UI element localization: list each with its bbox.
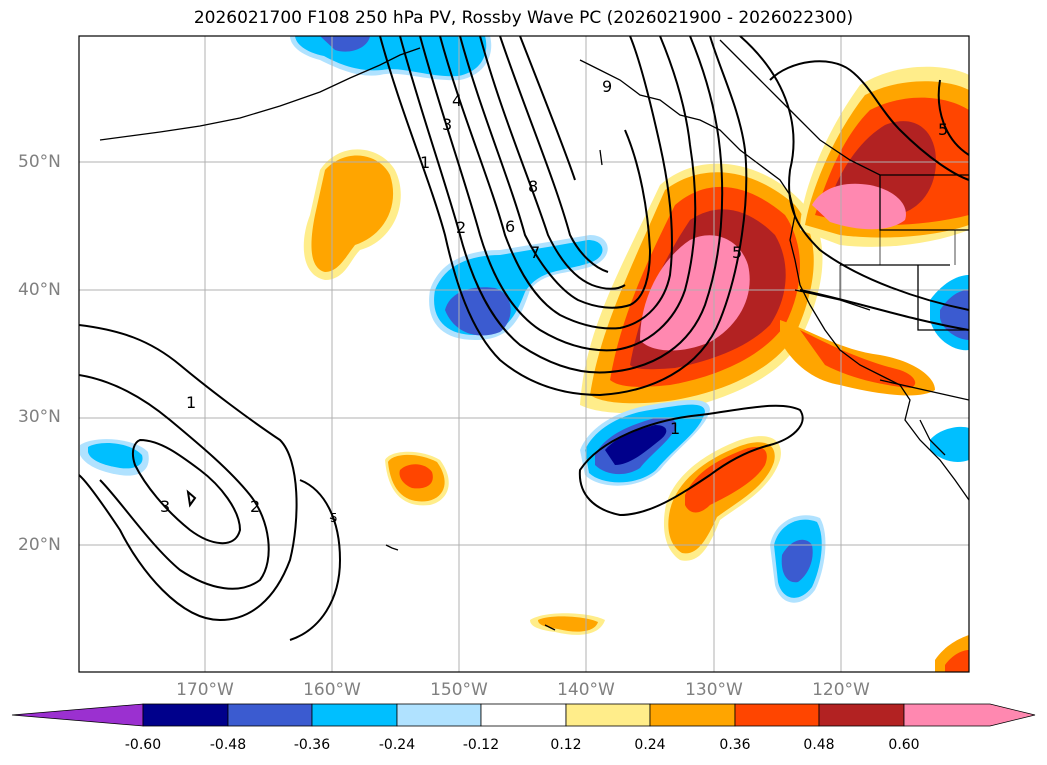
contour-label: 3 [160,497,170,516]
contour-label: 1 [420,153,430,172]
colorbar-tick: 0.24 [634,737,666,753]
lat-label-30n: 30°N [18,407,61,427]
colorbar-extend-high [903,703,1036,727]
contour-label: 5 [732,243,742,262]
contour-label: 8 [528,177,538,196]
colorbar-tick: -0.12 [462,737,500,753]
map-title: 2026021700 F108 250 hPa PV, Rossby Wave … [193,8,854,28]
lon-label-120w: 120°W [812,680,870,700]
pv-anomaly-fill [80,36,969,672]
colorbar-tick: 0.36 [719,737,751,753]
contour-label: 9 [602,77,612,96]
colorbar-tick: 0.48 [803,737,835,753]
pv-contours [79,36,969,641]
lon-label-170w: 170°W [176,680,234,700]
graticule [79,36,969,672]
contour-label: 1 [670,419,680,438]
lat-label-40n: 40°N [18,280,61,300]
political-borders [839,185,956,300]
contour-label: 6 [505,217,515,236]
colorbar-tick: -0.48 [209,737,247,753]
colorbar [11,703,1036,727]
lon-label-130w: 130°W [685,680,743,700]
contour-label: 2 [456,218,466,237]
contour-label: 7 [530,243,540,262]
colorbar-tick: 0.12 [550,737,582,753]
lon-label-140w: 140°W [557,680,615,700]
colorbar-extend-low [11,703,144,727]
lon-label-160w: 160°W [303,680,361,700]
contour-label: 4 [452,91,462,110]
colorbar-tick: -0.60 [124,737,162,753]
contour-label: 3 [442,115,452,134]
colorbar-tick: -0.36 [293,737,331,753]
contour-label: 5 [938,120,948,139]
contour-label: 5 [330,511,338,525]
contour-label: 1 [186,393,196,412]
lat-label-20n: 20°N [18,535,61,555]
map-frame [78,35,970,673]
colorbar-tick: 0.60 [888,737,920,753]
contour-label: 2 [250,497,260,516]
contour-labels: 1 2 3 4 5 6 7 8 9 1 2 3 1 5 5 [160,77,948,525]
lon-label-150w: 150°W [430,680,488,700]
lat-label-50n: 50°N [18,152,61,172]
colorbar-tick: -0.24 [378,737,416,753]
